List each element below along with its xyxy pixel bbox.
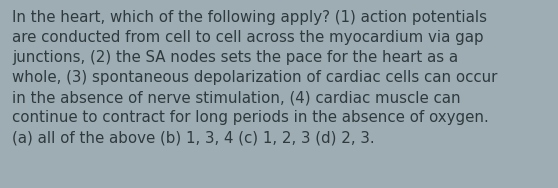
Text: In the heart, which of the following apply? (1) action potentials
are conducted : In the heart, which of the following app… (12, 10, 497, 145)
